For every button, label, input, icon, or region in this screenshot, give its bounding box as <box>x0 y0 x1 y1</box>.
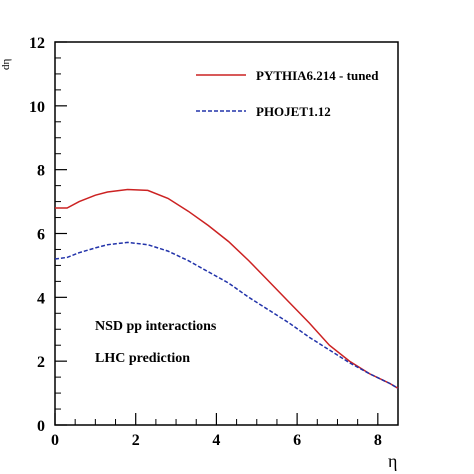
axis-ticks <box>54 41 399 426</box>
x-axis-label: η <box>388 451 397 471</box>
x-tick-label: 0 <box>51 432 59 449</box>
legend: PYTHIA6.214 - tuned PHOJET1.12 <box>196 68 379 119</box>
series-line-pythia <box>55 188 399 389</box>
x-tick-label: 4 <box>212 432 220 449</box>
tick-labels: 0 2 4 6 8 0 2 4 6 8 10 12 <box>29 35 382 449</box>
y-tick-label: 2 <box>37 354 45 371</box>
series-line-phojet <box>54 241 399 389</box>
x-tick-label: 2 <box>132 432 140 449</box>
y-tick-label: 6 <box>37 227 45 244</box>
x-tick-label: 8 <box>374 432 382 449</box>
y-tick-label: 0 <box>37 418 45 435</box>
legend-label-phojet: PHOJET1.12 <box>256 104 331 119</box>
y-axis-label-fragment: dη <box>0 59 12 71</box>
x-tick-label: 6 <box>293 432 301 449</box>
series-group <box>54 188 399 389</box>
y-tick-label: 8 <box>37 163 45 180</box>
legend-label-pythia: PYTHIA6.214 - tuned <box>256 68 379 83</box>
annotation-nsd: NSD pp interactions <box>95 319 217 334</box>
plot-frame <box>54 41 399 426</box>
y-tick-label: 10 <box>29 99 45 116</box>
plot-border <box>54 41 399 426</box>
y-tick-label: 4 <box>37 290 45 307</box>
y-tick-label: 12 <box>29 35 45 52</box>
annotation-lhc: LHC prediction <box>95 351 190 366</box>
